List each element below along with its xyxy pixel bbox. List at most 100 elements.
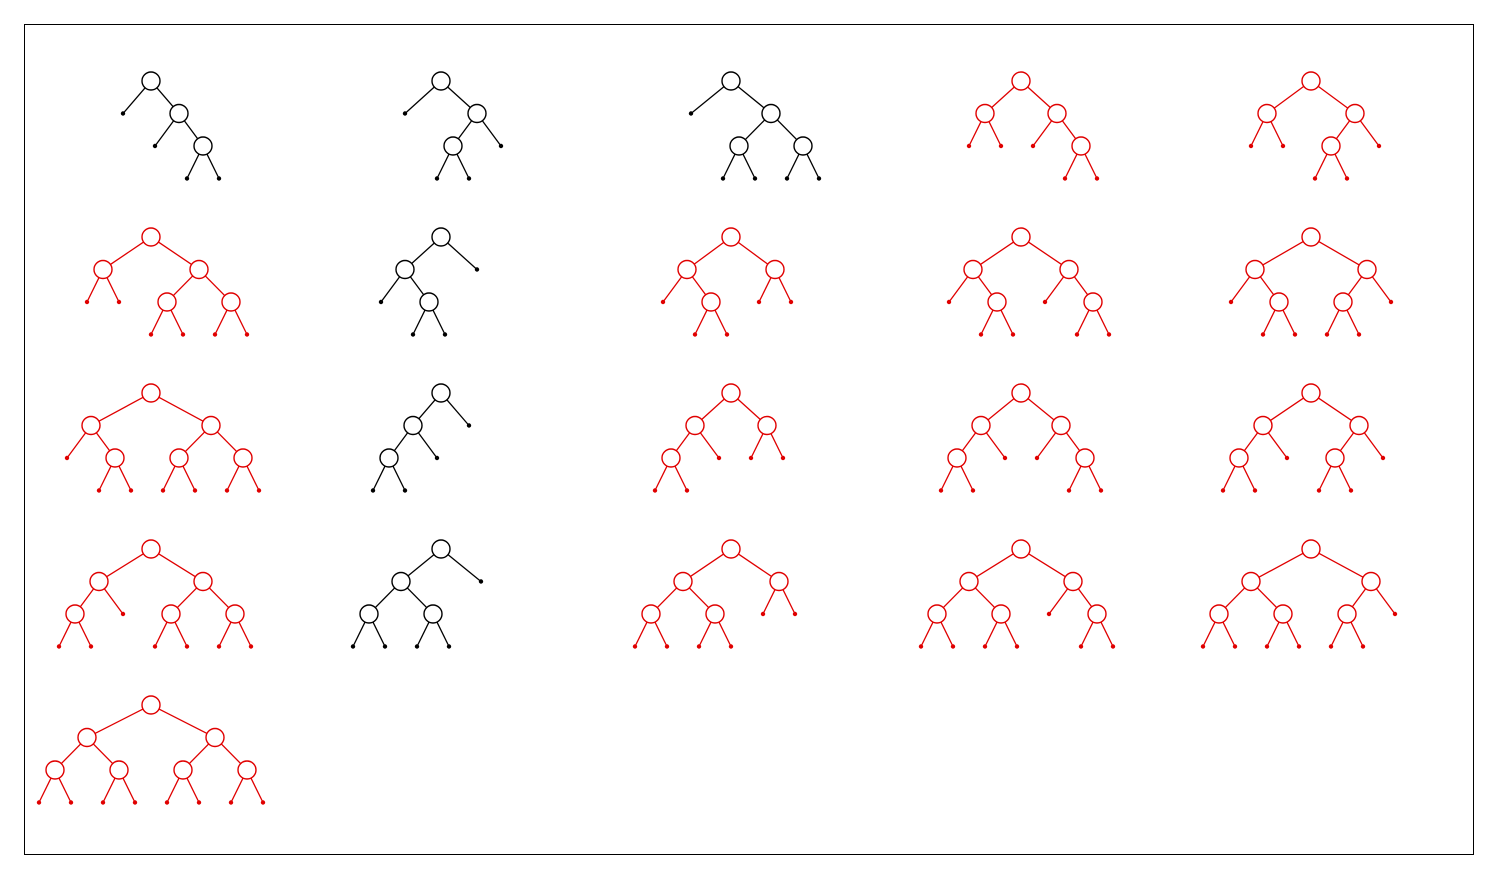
binary-tree bbox=[938, 383, 1104, 493]
tree-edge bbox=[1224, 587, 1246, 609]
tree-node-circle bbox=[1301, 383, 1321, 403]
tree-node-circle bbox=[1337, 604, 1357, 624]
tree-node-circle bbox=[359, 604, 379, 624]
tree-edge bbox=[1330, 621, 1344, 647]
leaf-dot bbox=[950, 644, 956, 649]
tree-edge bbox=[1048, 588, 1069, 615]
leaf-dot bbox=[1260, 332, 1266, 337]
leaf-dot bbox=[1316, 488, 1322, 493]
tree-node-circle bbox=[105, 448, 125, 468]
tree-edge bbox=[158, 396, 204, 422]
leaf-dot bbox=[970, 488, 976, 493]
tree-node-circle bbox=[423, 604, 443, 624]
leaf-dot bbox=[792, 611, 798, 617]
tree-edge bbox=[1266, 621, 1280, 647]
tree-edge bbox=[174, 621, 188, 647]
binary-tree bbox=[378, 227, 480, 337]
leaf-dot bbox=[664, 644, 670, 649]
tree-edge bbox=[691, 276, 707, 296]
tree-edge bbox=[1096, 309, 1110, 335]
leaf-dot bbox=[756, 299, 762, 305]
tree-edge bbox=[66, 432, 87, 459]
binary-tree bbox=[946, 227, 1112, 337]
tree-edge bbox=[1286, 621, 1300, 647]
leaf-dot bbox=[224, 488, 230, 493]
tree-edge bbox=[984, 621, 998, 647]
leaf-dot bbox=[918, 644, 924, 649]
leaf-dot bbox=[1328, 644, 1334, 649]
tree-edge bbox=[416, 621, 430, 647]
tree-node-circle bbox=[721, 227, 741, 247]
leaf-dot bbox=[216, 176, 222, 181]
tree-edge bbox=[654, 621, 668, 647]
tree-edge bbox=[79, 588, 95, 608]
binary-tree bbox=[1248, 71, 1382, 181]
leaf-dot bbox=[212, 332, 218, 337]
leaf-dot bbox=[378, 299, 384, 305]
leaf-dot bbox=[382, 644, 388, 649]
tree-edge bbox=[78, 621, 92, 647]
leaf-dot bbox=[1098, 488, 1104, 493]
tree-node-circle bbox=[1011, 539, 1031, 559]
tree-node-circle bbox=[45, 760, 65, 780]
leaf-dot bbox=[152, 143, 158, 149]
leaf-dot bbox=[260, 800, 266, 805]
tree-edge bbox=[60, 743, 82, 765]
tree-edge bbox=[1339, 432, 1355, 452]
tree-edge bbox=[481, 120, 502, 147]
tree-edge bbox=[1065, 432, 1081, 452]
leaf-dot bbox=[434, 176, 440, 181]
tree-node-circle bbox=[987, 292, 1007, 312]
tree-node-circle bbox=[157, 292, 177, 312]
tree-node-circle bbox=[1333, 292, 1353, 312]
tree-node-circle bbox=[1269, 292, 1289, 312]
tree-edge bbox=[690, 86, 725, 115]
tree-edge bbox=[1242, 465, 1256, 491]
tree-node-circle bbox=[793, 136, 813, 156]
tree-edge bbox=[1318, 240, 1360, 266]
leaf-dot bbox=[716, 455, 722, 461]
tree-edge bbox=[1222, 621, 1236, 647]
tree-edge bbox=[95, 432, 111, 452]
tree-node-circle bbox=[1357, 259, 1377, 280]
tree-edge bbox=[806, 153, 820, 179]
tree-node-circle bbox=[93, 259, 113, 280]
tree-node-circle bbox=[677, 259, 697, 280]
tree-edge bbox=[1363, 432, 1384, 459]
tree-edge bbox=[182, 465, 196, 491]
tree-node-circle bbox=[225, 604, 245, 624]
tree-edge bbox=[183, 120, 199, 140]
tree-node-circle bbox=[1087, 604, 1107, 624]
tree-edge bbox=[737, 86, 765, 109]
tree-node-circle bbox=[1011, 71, 1031, 91]
leaf-dot bbox=[116, 299, 122, 305]
tree-edge bbox=[417, 432, 438, 459]
leaf-dot bbox=[148, 332, 154, 337]
tree-node-circle bbox=[927, 604, 947, 624]
leaf-dot bbox=[760, 611, 766, 617]
tree-node-circle bbox=[1361, 571, 1381, 592]
tree-node-circle bbox=[757, 415, 777, 436]
tree-edge bbox=[1027, 86, 1051, 108]
leaf-dot bbox=[1284, 455, 1290, 461]
leaf-dot bbox=[938, 488, 944, 493]
tree-edge bbox=[184, 431, 206, 453]
trees-canvas bbox=[36, 71, 1398, 805]
leaf-dot bbox=[1344, 176, 1350, 181]
tree-edge bbox=[1375, 588, 1396, 615]
tree-node-circle bbox=[81, 415, 101, 436]
tree-node-circle bbox=[761, 103, 781, 124]
tree-node-circle bbox=[65, 604, 85, 624]
tree-edge bbox=[1222, 465, 1236, 491]
tree-edge bbox=[150, 309, 164, 335]
leaf-dot bbox=[1200, 644, 1206, 649]
tree-edge bbox=[675, 432, 691, 452]
leaf-dot bbox=[68, 800, 74, 805]
tree-node-circle bbox=[959, 571, 979, 592]
tree-node-circle bbox=[991, 604, 1011, 624]
tree-edge bbox=[701, 398, 725, 420]
tree-node-circle bbox=[205, 727, 225, 748]
tree-edge bbox=[206, 153, 220, 179]
tree-node-circle bbox=[379, 448, 399, 468]
binary-tree bbox=[918, 539, 1116, 649]
